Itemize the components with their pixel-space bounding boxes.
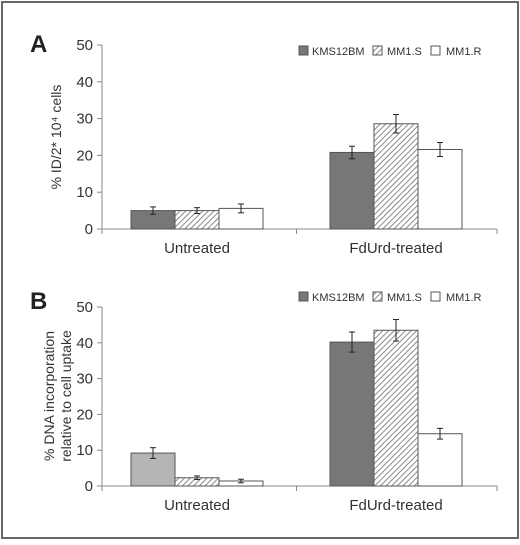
bar-mm1r-fdurd-treated: [417, 149, 463, 230]
y-tick-label: 30: [76, 111, 93, 128]
y-tick-label: 0: [85, 221, 93, 238]
panel-label: A: [30, 31, 47, 58]
y-tick-label: 40: [76, 335, 93, 352]
legend-swatch: [298, 45, 309, 56]
y-axis-label-line: % DNA incorporation: [41, 331, 57, 461]
panel-a: A 0 10 20 30 40 50 % ID/2* 10⁴ cells Untreated Fd…: [30, 31, 498, 257]
y-tick-label: 40: [76, 74, 93, 91]
x-category-label: Untreated: [164, 240, 230, 257]
legend-swatch: [430, 291, 441, 302]
y-tick-label: 20: [76, 147, 93, 164]
y-axis-label: % DNA incorporationrelative to cell upta…: [41, 330, 74, 462]
y-tick-label: 50: [76, 37, 93, 54]
y-axis-label-line: relative to cell uptake: [58, 330, 74, 462]
bar-mm1r-fdurd-treated: [417, 433, 463, 487]
bar-mm1s-fdurd-treated: [373, 123, 419, 230]
y-tick-label: 0: [85, 478, 93, 495]
legend-label: MM1.S: [387, 292, 422, 304]
y-tick-label: 20: [76, 406, 93, 423]
y-tick-label: 10: [76, 184, 93, 201]
y-tick-label: 30: [76, 371, 93, 388]
panel-label: B: [30, 288, 47, 315]
y-axis-label: % ID/2* 10⁴ cells: [48, 85, 64, 190]
legend-label: KMS12BM: [312, 46, 365, 58]
legend-label: MM1.R: [446, 292, 482, 304]
legend-label: MM1.S: [387, 46, 422, 58]
x-category-label: FdUrd-treated: [349, 240, 442, 257]
bar-mm1s-fdurd-treated: [373, 329, 419, 487]
legend-swatch: [372, 45, 383, 56]
legend-swatch: [298, 291, 309, 302]
y-tick-label: 10: [76, 442, 93, 459]
legend-label: MM1.R: [446, 46, 482, 58]
legend-swatch: [430, 45, 441, 56]
y-tick-label: 50: [76, 299, 93, 316]
bar-kms12bm-fdurd-treated: [329, 151, 375, 230]
legend-label: KMS12BM: [312, 292, 365, 304]
legend-swatch: [372, 291, 383, 302]
x-category-label: Untreated: [164, 497, 230, 514]
bar-kms12bm-fdurd-treated: [329, 341, 375, 487]
x-category-label: FdUrd-treated: [349, 497, 442, 514]
